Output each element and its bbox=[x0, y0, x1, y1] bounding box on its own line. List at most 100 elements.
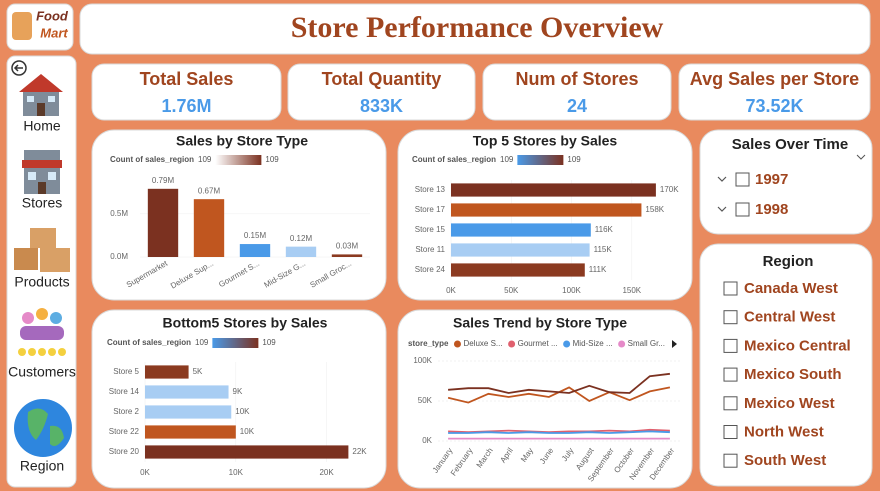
legend-max: 109 bbox=[265, 155, 279, 164]
value-label: 0.79M bbox=[152, 176, 175, 185]
slicer-dropdown[interactable] bbox=[856, 154, 866, 160]
checkbox[interactable] bbox=[735, 172, 750, 187]
legend-gradient bbox=[212, 338, 259, 348]
x-tick-label: 20K bbox=[319, 468, 334, 477]
legend-next[interactable] bbox=[672, 340, 677, 348]
bar[interactable] bbox=[451, 243, 590, 257]
logo[interactable]: Food Mart bbox=[6, 3, 74, 51]
expand-chevron[interactable] bbox=[717, 206, 727, 212]
slicer-title: Region bbox=[763, 253, 814, 270]
slicer-item[interactable]: South West bbox=[744, 452, 826, 469]
nav-label[interactable]: Home bbox=[23, 118, 61, 134]
value-label: 0.03M bbox=[336, 242, 359, 251]
bar[interactable] bbox=[451, 183, 656, 197]
back-arrow bbox=[13, 64, 23, 72]
y-tick-label: Store 24 bbox=[415, 265, 446, 274]
bar[interactable] bbox=[451, 263, 585, 277]
bar[interactable] bbox=[145, 365, 189, 379]
value-label: 158K bbox=[645, 205, 664, 214]
slicer-item[interactable]: Canada West bbox=[744, 280, 838, 297]
value-label: 10K bbox=[235, 407, 250, 416]
y-tick-label: Store 13 bbox=[415, 185, 446, 194]
bar[interactable] bbox=[285, 246, 317, 257]
legend-min: 109 bbox=[500, 155, 514, 164]
checkbox[interactable] bbox=[723, 281, 738, 296]
bar[interactable] bbox=[147, 188, 179, 257]
slicer-item[interactable]: 1998 bbox=[755, 201, 788, 218]
legend-label[interactable]: Mid-Size ... bbox=[573, 339, 613, 348]
legend-title: Count of sales_region bbox=[107, 338, 191, 347]
bar[interactable] bbox=[451, 223, 591, 237]
checkbox[interactable] bbox=[723, 338, 738, 353]
x-tick-label: 0K bbox=[446, 286, 456, 295]
value-label: 116K bbox=[595, 225, 614, 234]
checkbox[interactable] bbox=[723, 453, 738, 468]
slicer-item[interactable]: Mexico Central bbox=[744, 337, 851, 354]
slicer-item[interactable]: Central West bbox=[744, 309, 835, 326]
checkbox[interactable] bbox=[723, 367, 738, 382]
legend-label[interactable]: Gourmet ... bbox=[518, 339, 558, 348]
logo-text: Food bbox=[36, 8, 69, 23]
bar[interactable] bbox=[193, 199, 225, 257]
y-tick-label: 0.5M bbox=[110, 209, 128, 218]
expand-chevron[interactable] bbox=[717, 176, 727, 182]
line bbox=[448, 372, 671, 394]
slicer-item[interactable]: Mexico South bbox=[744, 366, 842, 383]
legend-label[interactable]: Deluxe S... bbox=[463, 339, 502, 348]
back-button[interactable] bbox=[11, 60, 27, 76]
legend-max: 109 bbox=[262, 338, 276, 347]
bar[interactable] bbox=[331, 254, 363, 257]
line bbox=[448, 430, 670, 434]
kpi-label: Total Quantity bbox=[322, 69, 442, 89]
x-tick-label: 10K bbox=[229, 468, 244, 477]
slicer-item[interactable]: Mexico West bbox=[744, 395, 835, 412]
logo-text: Mart bbox=[40, 25, 68, 40]
nav-label[interactable]: Products bbox=[14, 274, 69, 290]
slicer-item[interactable]: 1997 bbox=[755, 171, 788, 188]
checkbox[interactable] bbox=[735, 202, 750, 217]
nav-region-icon[interactable] bbox=[14, 399, 72, 457]
legend-marker bbox=[618, 340, 626, 348]
header-panel bbox=[79, 3, 871, 55]
legend-marker bbox=[508, 340, 516, 348]
bar[interactable] bbox=[239, 244, 271, 257]
value-label: 111K bbox=[589, 265, 607, 274]
kpi-value: 833K bbox=[360, 96, 403, 116]
kpi-label: Avg Sales per Store bbox=[690, 69, 859, 89]
kpi-value: 73.52K bbox=[745, 96, 803, 116]
checkbox[interactable] bbox=[723, 396, 738, 411]
y-tick-label: 0K bbox=[422, 436, 432, 445]
legend-title: store_type bbox=[408, 339, 449, 348]
y-tick-label: Store 17 bbox=[415, 205, 446, 214]
nav-home-icon[interactable] bbox=[19, 74, 63, 116]
nav-label[interactable]: Stores bbox=[22, 195, 62, 211]
legend-title: Count of sales_region bbox=[412, 155, 496, 164]
slicer-item[interactable]: North West bbox=[744, 423, 824, 440]
chart-panel bbox=[91, 309, 387, 489]
bar[interactable] bbox=[451, 203, 642, 217]
nav-label[interactable]: Region bbox=[20, 458, 64, 474]
checkbox[interactable] bbox=[723, 425, 738, 439]
value-label: 0.12M bbox=[290, 234, 313, 243]
value-label: 5K bbox=[193, 367, 203, 376]
bar[interactable] bbox=[145, 445, 349, 459]
x-tick-label: 150K bbox=[622, 286, 641, 295]
checkbox[interactable] bbox=[723, 310, 738, 325]
y-tick-label: Store 11 bbox=[415, 245, 445, 254]
kpi-card bbox=[678, 63, 871, 121]
legend-label[interactable]: Small Gr... bbox=[628, 339, 665, 348]
bar[interactable] bbox=[145, 425, 236, 439]
value-label: 115K bbox=[594, 245, 613, 254]
nav-label[interactable]: Customers bbox=[8, 364, 76, 380]
nav-customers-icon[interactable] bbox=[18, 308, 66, 356]
kpi-value: 1.76M bbox=[161, 96, 211, 116]
bar[interactable] bbox=[145, 405, 232, 419]
slicer-panel bbox=[699, 243, 873, 487]
nav-products-icon[interactable] bbox=[14, 228, 70, 272]
value-label: 170K bbox=[660, 185, 679, 194]
bar[interactable] bbox=[145, 385, 229, 399]
legend-max: 109 bbox=[567, 155, 581, 164]
chart-title: Sales Trend by Store Type bbox=[453, 315, 627, 331]
nav-stores-icon[interactable] bbox=[22, 150, 62, 194]
